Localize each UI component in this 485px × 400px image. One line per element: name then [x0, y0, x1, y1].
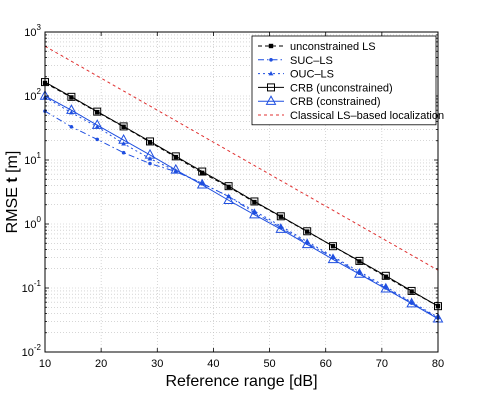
series-line [44, 81, 439, 307]
marker-square-open [250, 197, 259, 206]
marker-square [69, 95, 74, 100]
marker-square [147, 139, 153, 145]
marker-square-open [276, 212, 285, 221]
marker-square-open [267, 83, 275, 92]
series-layer [39, 45, 444, 323]
marker-triangle-open [223, 194, 234, 204]
marker-dot [69, 125, 74, 129]
marker-triangle [383, 284, 389, 289]
x-tick-label: 30 [151, 358, 163, 370]
marker-square-open [355, 256, 364, 265]
series-line [44, 82, 439, 307]
marker-square-open [145, 137, 154, 146]
x-axis-label: Reference range [dB] [165, 373, 317, 390]
marker-triangle-open [354, 268, 365, 278]
marker-triangle-open [66, 104, 77, 114]
x-tick-label: 10 [39, 358, 51, 370]
marker-square [200, 170, 205, 176]
plot-frame [44, 31, 439, 353]
marker-triangle-open [406, 297, 417, 308]
legend-box [251, 35, 437, 126]
legend-label: Classical LS–based localization [290, 110, 444, 122]
marker-square [268, 43, 274, 49]
x-tick-label: 40 [207, 358, 219, 370]
legend-label: CRB (constrained) [290, 96, 380, 108]
y-tick-label: 101 [24, 151, 41, 167]
marker-triangle [268, 71, 274, 76]
series-3 [41, 78, 442, 311]
marker-triangle-open [380, 282, 392, 293]
marker-square-open [198, 167, 207, 176]
legend-label: unconstrained LS [290, 41, 376, 53]
marker-square-open [329, 242, 338, 251]
marker-square-open [381, 271, 390, 280]
marker-square [409, 289, 414, 294]
marker-triangle-open [275, 223, 287, 233]
marker-square-open [119, 122, 128, 131]
marker-triangle-open [91, 119, 103, 129]
marker-square [252, 199, 257, 205]
y-tick-label: 103 [24, 23, 41, 39]
y-tick-label: 100 [24, 215, 41, 231]
marker-square-open [303, 227, 312, 236]
x-tick-label: 80 [432, 358, 444, 370]
marker-triangle-open [118, 134, 129, 144]
marker-square [383, 274, 388, 279]
marker-square-open [171, 152, 180, 161]
x-tick-label: 20 [95, 358, 107, 370]
y-tick-label: 102 [24, 87, 41, 103]
marker-square-open [93, 107, 102, 116]
y-tick-label: 10-2 [22, 343, 42, 359]
marker-triangle-open [170, 163, 182, 174]
marker-square-open [67, 92, 76, 101]
y-tick-label: 10-1 [22, 279, 42, 295]
y-axis-label: RMSE t [m] [4, 151, 21, 234]
marker-triangle-open [301, 238, 313, 249]
marker-square-open [224, 182, 233, 191]
legend-label: CRB (unconstrained) [290, 82, 393, 94]
marker-triangle-open [265, 95, 277, 105]
marker-triangle-open [327, 253, 339, 264]
legend-label: SUC–LS [290, 55, 333, 67]
x-tick-label: 50 [263, 358, 275, 370]
marker-square [173, 154, 179, 160]
marker-dot [121, 150, 126, 155]
x-tick-label: 70 [376, 358, 388, 370]
marker-triangle [94, 124, 100, 129]
marker-triangle-open [249, 208, 260, 219]
marker-triangle [357, 269, 362, 274]
series-4 [39, 89, 444, 323]
marker-dot [148, 161, 152, 166]
series-line [44, 96, 439, 318]
marker-triangle-open [196, 178, 208, 189]
marker-triangle-open [144, 148, 156, 159]
marker-square-open [407, 286, 416, 295]
series-line [44, 95, 439, 320]
marker-dot [95, 137, 100, 142]
marker-dot [269, 58, 273, 62]
legend-label: OUC–LS [290, 69, 334, 81]
series-line [44, 110, 439, 319]
marker-square [226, 184, 231, 190]
x-tick-label: 60 [320, 358, 332, 370]
